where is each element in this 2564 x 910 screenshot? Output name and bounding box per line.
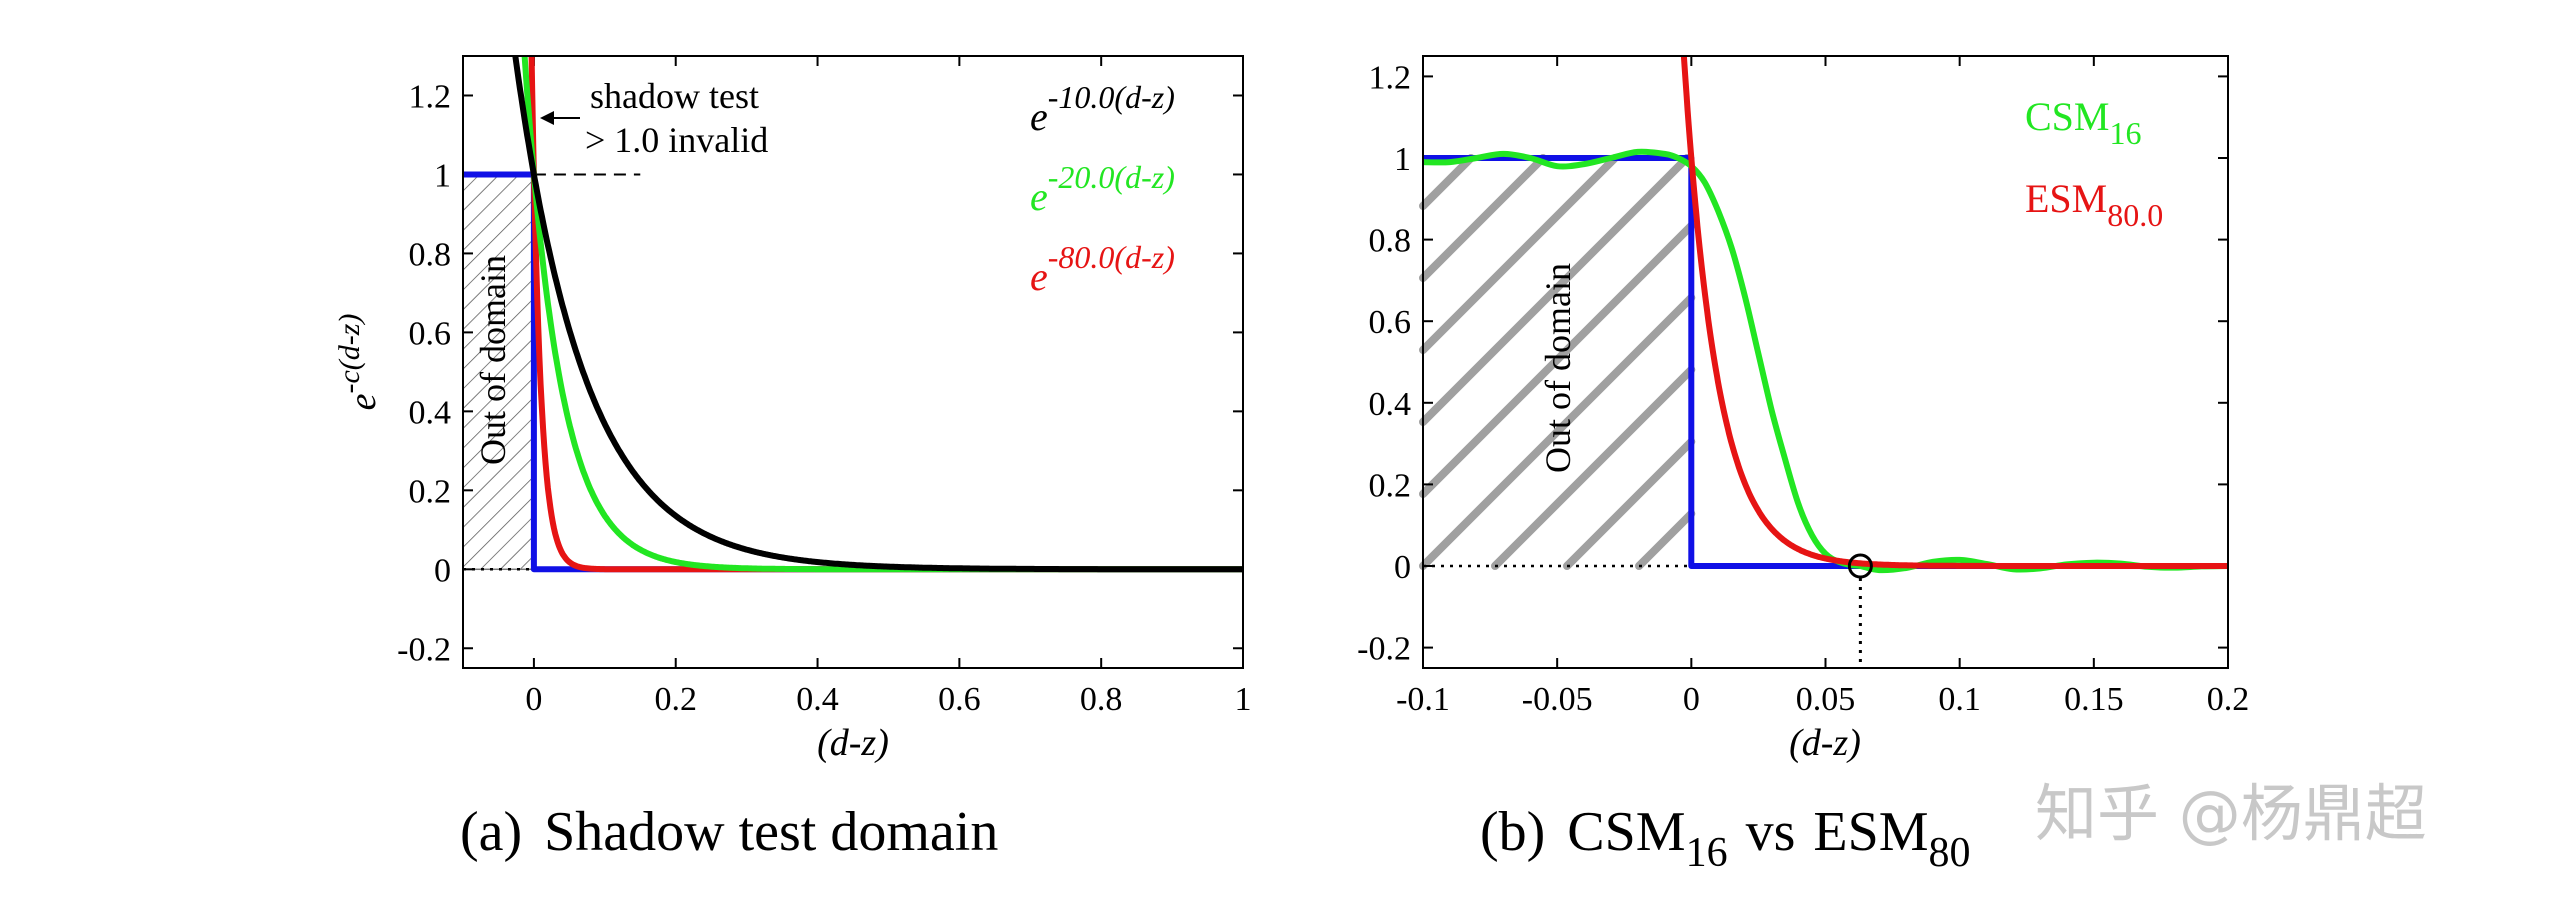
panel-a-series bbox=[463, 56, 1243, 573]
y-tick-label: 0.8 bbox=[409, 236, 452, 273]
y-tick-label: 1.2 bbox=[409, 78, 452, 115]
hatch-stroke bbox=[1635, 509, 1696, 570]
panel-b-legend: CSM16 ESM80.0 bbox=[2025, 94, 2163, 233]
svg-text:Out of domain: Out of domain bbox=[473, 255, 513, 465]
hatch-stroke bbox=[1419, 154, 1691, 426]
y-tick-label: 0.6 bbox=[1369, 304, 1412, 341]
out-of-domain-hatch-b bbox=[1419, 154, 1696, 570]
hatch-stroke bbox=[1419, 154, 1547, 282]
out-of-domain-hatch-a bbox=[462, 173, 535, 571]
panel-b-series bbox=[1423, 56, 2228, 574]
series-exp10 bbox=[512, 56, 1243, 573]
caption-b: (b) CSM16 vs ESM80 bbox=[1480, 801, 1971, 876]
panel-a-ylabel: e-c(d-z) bbox=[333, 314, 384, 411]
legend-exp10: e-10.0(d-z) bbox=[1030, 79, 1175, 139]
hatch-stroke bbox=[1419, 154, 1619, 354]
x-tick-label: 0.05 bbox=[1796, 681, 1856, 718]
panel-b-tick-labels: -0.1 -0.05 0 0.05 0.1 0.15 0.2 -0.2 0 0.2 0.4 0.6 0.… bbox=[1357, 59, 2249, 718]
hatch-stroke bbox=[1419, 154, 1475, 210]
panel-a-ylabel-sup: -c(d-z) bbox=[333, 314, 366, 394]
svg-text:e-c(d-z): e-c(d-z) bbox=[333, 314, 384, 411]
y-tick-label: 0 bbox=[1394, 549, 1411, 586]
y-tick-label: 0 bbox=[434, 552, 451, 589]
panel-a-xlabel: (d-z) bbox=[817, 722, 889, 764]
y-tick-label: 1 bbox=[1394, 141, 1411, 178]
annotation-shadow-test: shadow test > 1.0 invalid bbox=[540, 76, 768, 160]
panel-a-chart: 0 0.2 0.4 0.6 0.8 1 -0.2 0 0.2 0.4 0.6 0.8 1 1.2 (d-z… bbox=[333, 55, 1252, 863]
hatch-label-b: Out of domain bbox=[1538, 263, 1578, 473]
panel-b-xlabel: (d-z) bbox=[1789, 722, 1861, 764]
annotation-arrow-icon bbox=[540, 111, 554, 125]
legend-exp20: e-20.0(d-z) bbox=[1030, 159, 1175, 219]
x-tick-label: 0 bbox=[1683, 681, 1700, 718]
panel-b-chart: -0.1 -0.05 0 0.05 0.1 0.15 0.2 -0.2 0 0.2 0.4 0.6 0.… bbox=[1357, 55, 2249, 876]
watermark: 知乎 @杨鼎超 bbox=[2035, 777, 2427, 850]
x-tick-label: 0.1 bbox=[1938, 681, 1981, 718]
svg-text:shadow test: shadow test bbox=[590, 76, 759, 116]
x-tick-label: 0.15 bbox=[2064, 681, 2124, 718]
hatch-stroke bbox=[1419, 221, 1696, 498]
x-tick-label: 0.6 bbox=[938, 681, 981, 718]
y-tick-label: 0.8 bbox=[1369, 223, 1412, 260]
panel-a-legend: e-10.0(d-z) e-20.0(d-z) e-80.0(d-z) bbox=[1030, 79, 1175, 299]
y-tick-label: -0.2 bbox=[397, 631, 451, 668]
y-tick-label: 0.6 bbox=[409, 315, 452, 352]
panel-a-tick-labels: 0 0.2 0.4 0.6 0.8 1 -0.2 0 0.2 0.4 0.6 0.8 1 1.2 bbox=[397, 78, 1251, 718]
hatch-stroke bbox=[1419, 293, 1696, 570]
y-tick-label: 0.2 bbox=[1369, 467, 1412, 504]
x-tick-label: 0.2 bbox=[654, 681, 697, 718]
panel-b-axes-frame bbox=[1422, 55, 2229, 669]
y-tick-label: 0.2 bbox=[409, 473, 452, 510]
legend-exp80: e-80.0(d-z) bbox=[1030, 239, 1175, 299]
caption-a: (a) Shadow test domain bbox=[460, 801, 998, 863]
legend-esm: ESM80.0 bbox=[2025, 176, 2163, 233]
hatch-stroke bbox=[1563, 437, 1696, 570]
y-tick-label: 1.2 bbox=[1369, 59, 1412, 96]
x-tick-label: 1 bbox=[1235, 681, 1252, 718]
legend-csm: CSM16 bbox=[2025, 94, 2142, 151]
panel-a-ylabel-base: e bbox=[342, 393, 384, 410]
hatch-stroke bbox=[1491, 365, 1696, 570]
svg-text:Out of domain: Out of domain bbox=[1538, 263, 1578, 473]
x-tick-label: 0.4 bbox=[796, 681, 839, 718]
x-tick-label: 0.8 bbox=[1080, 681, 1123, 718]
panel-a-axes-frame bbox=[462, 55, 1244, 669]
series-ESM bbox=[1680, 56, 2228, 569]
crossing-point-marker bbox=[1847, 553, 1873, 579]
y-tick-label: -0.2 bbox=[1357, 631, 1411, 668]
y-tick-label: 0.4 bbox=[1369, 386, 1412, 423]
y-tick-label: 0.4 bbox=[409, 394, 452, 431]
y-tick-label: 1 bbox=[434, 157, 451, 194]
x-tick-label: 0 bbox=[525, 681, 542, 718]
x-tick-label: 0.2 bbox=[2207, 681, 2250, 718]
x-tick-label: -0.05 bbox=[1522, 681, 1593, 718]
svg-text:> 1.0 invalid: > 1.0 invalid bbox=[585, 120, 768, 160]
x-tick-label: -0.1 bbox=[1396, 681, 1450, 718]
hatch-label-a: Out of domain bbox=[473, 255, 513, 465]
